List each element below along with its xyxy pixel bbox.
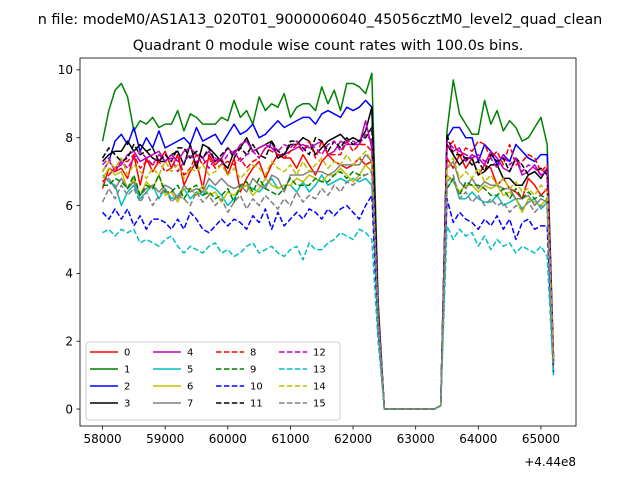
legend-label-8: 8	[250, 348, 256, 359]
legend-label-7: 7	[187, 399, 193, 410]
x-tick-label: 64000	[459, 432, 497, 446]
series-line-14	[101, 150, 555, 410]
chart-title: Quadrant 0 module wise count rates with …	[133, 38, 524, 54]
x-tick-label: 58000	[83, 432, 121, 446]
series-line-15	[101, 170, 555, 410]
y-tick-label: 0	[65, 402, 73, 416]
legend-label-9: 9	[250, 365, 256, 376]
legend-label-3: 3	[124, 399, 130, 410]
x-tick-label: 61000	[271, 432, 309, 446]
legend-label-12: 12	[313, 348, 326, 359]
x-tick-label: 60000	[209, 432, 247, 446]
y-tick-label: 8	[65, 131, 73, 145]
x-axis-offset-label: +4.44e8	[524, 455, 576, 469]
legend-label-1: 1	[124, 365, 130, 376]
y-tick-label: 6	[65, 199, 73, 213]
axes-frame	[79, 57, 577, 427]
x-tick-label: 59000	[146, 432, 184, 446]
y-axis: 0 2 4 6 8 10	[58, 63, 80, 416]
legend-label-4: 4	[187, 348, 193, 359]
y-tick-label: 10	[58, 63, 73, 77]
series-line-3	[101, 106, 555, 410]
y-tick-label: 2	[65, 335, 73, 349]
legend-label-13: 13	[313, 365, 326, 376]
legend-label-5: 5	[187, 365, 193, 376]
legend-box	[85, 341, 341, 421]
series-line-10	[101, 194, 555, 410]
legend-label-14: 14	[313, 382, 326, 393]
series-line-8	[101, 140, 555, 410]
legend-label-2: 2	[124, 382, 130, 393]
legend-label-0: 0	[124, 348, 130, 359]
legend-label-6: 6	[187, 382, 193, 393]
legend-label-11: 11	[250, 399, 263, 410]
x-tick-label: 63000	[397, 432, 435, 446]
x-tick-label: 65000	[522, 432, 560, 446]
plot-area	[79, 57, 577, 427]
y-tick-label: 4	[65, 267, 73, 281]
x-tick-label: 62000	[334, 432, 372, 446]
series-line-13	[102, 225, 555, 410]
series-line-1	[101, 72, 555, 410]
series-line-7	[102, 153, 555, 410]
figure-suptitle: n file: modeM0/AS1A13_020T01_9000006040_…	[38, 12, 603, 28]
legend-label-10: 10	[250, 382, 263, 393]
series-line-9	[102, 170, 555, 410]
x-axis: 58000 59000 60000 61000 62000 63000 64000 65000	[83, 426, 560, 446]
series-line-11	[101, 126, 555, 410]
legend-label-15: 15	[313, 399, 326, 410]
series-line-4	[101, 120, 555, 410]
series-line-12	[101, 133, 555, 410]
